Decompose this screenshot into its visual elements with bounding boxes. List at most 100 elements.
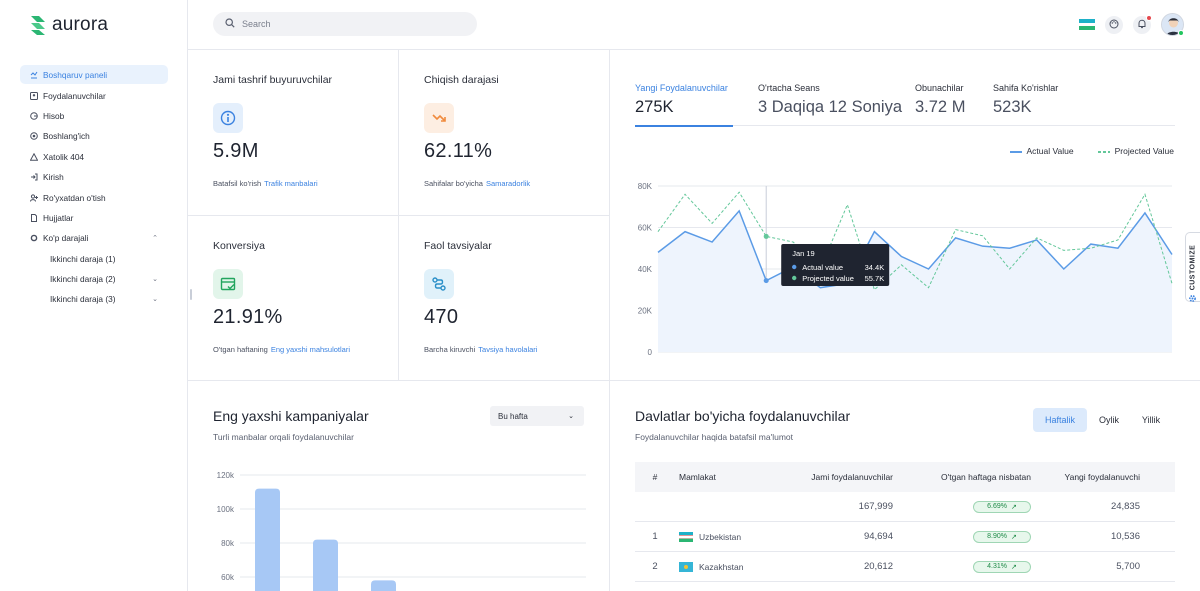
actual-line xyxy=(657,209,1173,289)
stat-footer-text: Barcha kiruvchi xyxy=(424,345,476,354)
sidebar-subitem-3[interactable]: Ikkinchi daraja (3) ⌄ xyxy=(20,289,168,309)
sidebar-resize-handle[interactable] xyxy=(190,289,192,300)
app-logo[interactable]: aurora xyxy=(30,14,108,36)
trend-up-icon: ↗ xyxy=(1010,563,1017,571)
topbar-actions xyxy=(1079,13,1184,36)
chart-legend: Actual Value Projected Value xyxy=(1009,146,1174,156)
divider xyxy=(609,50,610,591)
table-row-total[interactable]: 167,999 6.69% ↗ 24,835 xyxy=(635,492,1175,522)
bar[interactable] xyxy=(371,580,396,591)
sidebar-item-documents[interactable]: Hujjatlar xyxy=(20,208,168,228)
sidebar-subitem-label: Ikkinchi daraja (2) xyxy=(50,274,116,285)
bar[interactable] xyxy=(313,539,338,591)
language-flag-icon[interactable] xyxy=(1079,19,1095,30)
change-value: 6.69% xyxy=(987,503,1007,510)
trend-up-icon: ↗ xyxy=(1010,503,1017,511)
sidebar-item-dashboard[interactable]: Boshqaruv paneli xyxy=(20,65,168,84)
table-row[interactable]: 2 Kazakhstan 20,612 4.31% ↗ 5,700 xyxy=(635,552,1175,582)
warning-icon xyxy=(30,152,38,161)
countries-subtitle: Foydalanuvchilar haqida batafsil ma'lumo… xyxy=(635,432,794,442)
period-select[interactable]: Bu hafta ⌄ xyxy=(490,406,584,426)
legend-item-actual[interactable]: Actual Value xyxy=(1009,146,1074,156)
notification-dot xyxy=(1146,14,1152,21)
divider xyxy=(188,380,1200,381)
y-tick-label: 120k xyxy=(217,471,235,480)
projected-point[interactable] xyxy=(763,233,769,239)
users-icon xyxy=(30,91,38,100)
country-users: 94,694 xyxy=(863,531,893,542)
sidebar-item-label: Boshlang'ich xyxy=(43,131,90,142)
stat-footer-text: Sahifalar bo'yicha xyxy=(424,179,483,188)
stat-footer-text: Batafsil ko'rish xyxy=(213,179,262,188)
country-name: Uzbekistan xyxy=(699,531,742,542)
sidebar-item-account[interactable]: Hisob xyxy=(20,106,168,126)
stat-title: Faol tavsiyalar xyxy=(424,240,492,252)
stat-footer-link[interactable]: Samaradorlik xyxy=(485,179,531,188)
country-new: 5,700 xyxy=(1116,561,1140,572)
notifications-button[interactable] xyxy=(1133,14,1152,34)
stat-footer-link[interactable]: Tavsiya havolalari xyxy=(478,345,538,354)
sidebar-item-multilevel[interactable]: Ko'p darajali ⌃ xyxy=(20,228,168,248)
theme-button[interactable] xyxy=(1105,15,1123,34)
stat-footer-text: O'tgan haftaning xyxy=(213,345,268,354)
search-bar[interactable] xyxy=(213,12,477,36)
tooltip-projected-label: Projected value xyxy=(802,274,854,283)
tab-value: 275K xyxy=(635,98,674,116)
header-cell: # xyxy=(652,472,658,482)
y-tick-label: 60k xyxy=(221,573,235,582)
header-cell: Jami foydalanuvchilar xyxy=(811,472,893,482)
tab-new-users[interactable]: Yangi Foydalanuvchilar 275K xyxy=(635,83,733,127)
period-weekly[interactable]: Haftalik xyxy=(1033,408,1087,432)
account-icon xyxy=(30,112,38,120)
countries-table: # Mamlakat Jami foydalanuvchilar O'tgan … xyxy=(635,462,1175,582)
tab-page-views[interactable]: Sahifa Ko'rishlar 523K xyxy=(993,83,1058,126)
actual-point[interactable] xyxy=(763,278,769,284)
search-input[interactable] xyxy=(242,19,462,29)
user-plus-icon xyxy=(30,193,38,202)
stat-card-active-referrals: Faol tavsiyalar 470 Barcha kiruvchi Tavsi… xyxy=(399,216,609,381)
stat-footer: Barcha kiruvchi Tavsiya havolalari xyxy=(424,345,537,354)
tooltip-date: Jan 19 xyxy=(792,249,815,258)
legend-item-projected[interactable]: Projected Value xyxy=(1097,146,1174,156)
y-tick-label: 80K xyxy=(638,182,653,191)
sidebar-subitem-2[interactable]: Ikkinchi daraja (2) ⌄ xyxy=(20,269,168,289)
kazakhstan-flag-icon xyxy=(679,561,693,572)
stat-footer-link[interactable]: Eng yaxshi mahsulotlari xyxy=(270,345,351,354)
sidebar-item-starter[interactable]: Boshlang'ich xyxy=(20,126,168,146)
login-icon xyxy=(30,173,38,181)
stat-footer-link[interactable]: Trafik manbalari xyxy=(264,179,318,188)
sidebar-item-login[interactable]: Kirish xyxy=(20,167,168,187)
sidebar-item-register[interactable]: Ro'yxatdan o'tish xyxy=(20,187,168,207)
sidebar-item-error-404[interactable]: Xatolik 404 xyxy=(20,147,168,167)
tab-avg-session[interactable]: O'rtacha Seans 3 Daqiqa 12 Soniya xyxy=(758,83,902,126)
sidebar-subitem-1[interactable]: Ikkinchi daraja (1) xyxy=(20,249,168,269)
tab-label: Sahifa Ko'rishlar xyxy=(993,83,1059,93)
gear-icon xyxy=(1188,290,1197,302)
tooltip-actual-value: 34.4K xyxy=(865,263,885,272)
period-yearly[interactable]: Yillik xyxy=(1141,415,1161,425)
country-name: Kazakhstan xyxy=(699,561,744,572)
projected-line xyxy=(657,191,1173,291)
period-monthly[interactable]: Oylik xyxy=(1099,415,1119,425)
document-icon xyxy=(30,213,38,222)
sidebar-item-label: Boshqaruv paneli xyxy=(43,69,108,80)
table-row[interactable]: 1 Uzbekistan 94,694 8.90% ↗ 10,536 xyxy=(635,522,1175,552)
tab-subscribers[interactable]: Obunachilar 3.72 M xyxy=(915,83,965,126)
chart-tooltip: Jan 19 Actual value 34.4K Projected value 55… xyxy=(781,244,890,286)
sidebar-item-users[interactable]: Foydalanuvchilar xyxy=(20,85,168,105)
campaigns-title: Eng yaxshi kampaniyalar xyxy=(213,408,369,424)
change-value: 8.90% xyxy=(987,533,1007,540)
starter-icon xyxy=(30,132,38,141)
table-header: # Mamlakat Jami foydalanuvchilar O'tgan … xyxy=(635,462,1175,492)
total-new: 24,835 xyxy=(1110,501,1140,512)
stat-card-visitors: Jami tashrif buyuruvchilar 5.9M Batafsil… xyxy=(188,50,398,215)
y-tick-label: 0 xyxy=(648,348,653,357)
customize-label: CUSTOMIZE xyxy=(1189,244,1197,290)
info-icon xyxy=(213,103,243,133)
avatar[interactable] xyxy=(1161,13,1184,36)
legend-label: Projected Value xyxy=(1114,146,1174,156)
sidebar-subitem-label: Ikkinchi daraja (3) xyxy=(50,294,116,305)
bar[interactable] xyxy=(255,488,280,591)
topbar xyxy=(188,0,1200,50)
metric-tabs: Yangi Foydalanuvchilar 275K O'rtacha Sea… xyxy=(635,83,1175,127)
